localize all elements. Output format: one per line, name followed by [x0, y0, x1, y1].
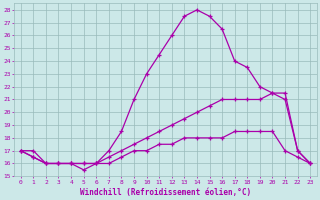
X-axis label: Windchill (Refroidissement éolien,°C): Windchill (Refroidissement éolien,°C) — [80, 188, 251, 197]
